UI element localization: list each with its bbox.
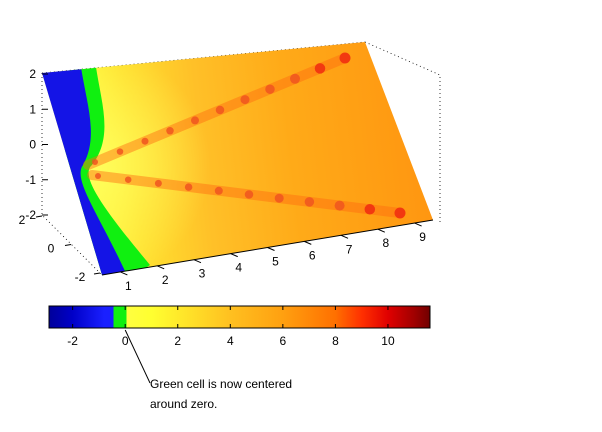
colorbar: -2 0 2 4 6 8 10 [48, 305, 431, 348]
colorbar-tick-label: 2 [174, 334, 181, 348]
colorbar-ticks: -2 0 2 4 6 8 10 [67, 306, 395, 348]
x-tick-mark [414, 222, 422, 227]
ridge-dot [215, 105, 225, 115]
x-tick-label: 5 [272, 255, 279, 269]
y-tick-mark [93, 272, 101, 275]
ridge-dot [394, 207, 406, 219]
ridge-dot [95, 173, 101, 179]
colorbar-tick-label: 10 [381, 334, 395, 348]
ridge-dot [124, 176, 132, 183]
annotation-line-1: Green cell is now centered [150, 377, 292, 391]
colorbar-tick-label: 8 [332, 334, 339, 348]
ridge-dot [290, 73, 300, 84]
ridge-dot [141, 137, 149, 145]
ridge-dot [154, 179, 162, 187]
x-tick-label: 2 [162, 273, 169, 287]
z-axis-ticks: -2 -1 0 1 2 [25, 67, 48, 222]
x-tick-mark [156, 265, 165, 270]
ridge-dot [339, 52, 351, 64]
x-tick-label: 7 [346, 242, 353, 256]
annotation-arrow [124, 329, 151, 384]
colorbar-tick-label: 0 [122, 334, 129, 348]
y-tick-label: 0 [48, 242, 55, 256]
x-tick-mark [193, 259, 202, 264]
colorbar-tick-label: -2 [67, 334, 78, 348]
ridge-dot [166, 127, 174, 135]
ridge-dot [240, 95, 250, 105]
z-tick-label: -2 [25, 208, 36, 222]
ridge-dot [265, 84, 275, 94]
x-axis-ticks: 1 2 3 4 5 6 7 8 9 [120, 222, 426, 293]
ridge-dot [92, 159, 98, 165]
z-tick-label: -1 [25, 173, 36, 187]
y-tick-mark [35, 215, 43, 218]
y-axis-ticks: -2 0 2 [19, 213, 101, 284]
ridge-dot [116, 148, 124, 155]
z-tick-label: 1 [29, 102, 36, 116]
x-tick-label: 4 [235, 261, 242, 275]
ridge-dot [214, 186, 223, 195]
ridge-dot [274, 193, 284, 203]
ridge-dot [304, 197, 315, 207]
x-tick-mark [377, 228, 386, 233]
x-tick-mark [340, 234, 349, 239]
x-tick-label: 3 [199, 267, 206, 281]
ridge-dot [334, 200, 345, 211]
x-tick-label: 6 [309, 248, 316, 262]
x-tick-label: 9 [419, 230, 426, 244]
x-tick-mark [230, 253, 238, 258]
z-tick-label: 0 [29, 138, 36, 152]
ridge-dot [191, 116, 199, 125]
y-tick-label: 2 [19, 213, 26, 227]
surface [42, 42, 433, 275]
annotation: Green cell is now centered around zero. [124, 329, 292, 411]
x-tick-label: 1 [125, 279, 132, 293]
x-tick-mark [267, 247, 275, 251]
x-tick-mark [304, 240, 312, 245]
z-tick-label: 2 [29, 67, 36, 81]
x-tick-label: 8 [382, 236, 389, 250]
ridge-dot [184, 183, 193, 191]
y-tick-label: -2 [75, 270, 86, 284]
colorbar-tick-label: 4 [227, 334, 234, 348]
annotation-line-2: around zero. [150, 397, 217, 411]
colorbar-tick-label: 6 [280, 334, 287, 348]
ridge-dot [314, 63, 326, 74]
ridge-dots [92, 52, 406, 219]
ridge-dot [364, 204, 376, 215]
y-tick-mark [64, 244, 72, 246]
ridge-dot [244, 190, 254, 199]
colorbar-gradient [48, 305, 431, 329]
x-tick-mark [120, 271, 128, 276]
